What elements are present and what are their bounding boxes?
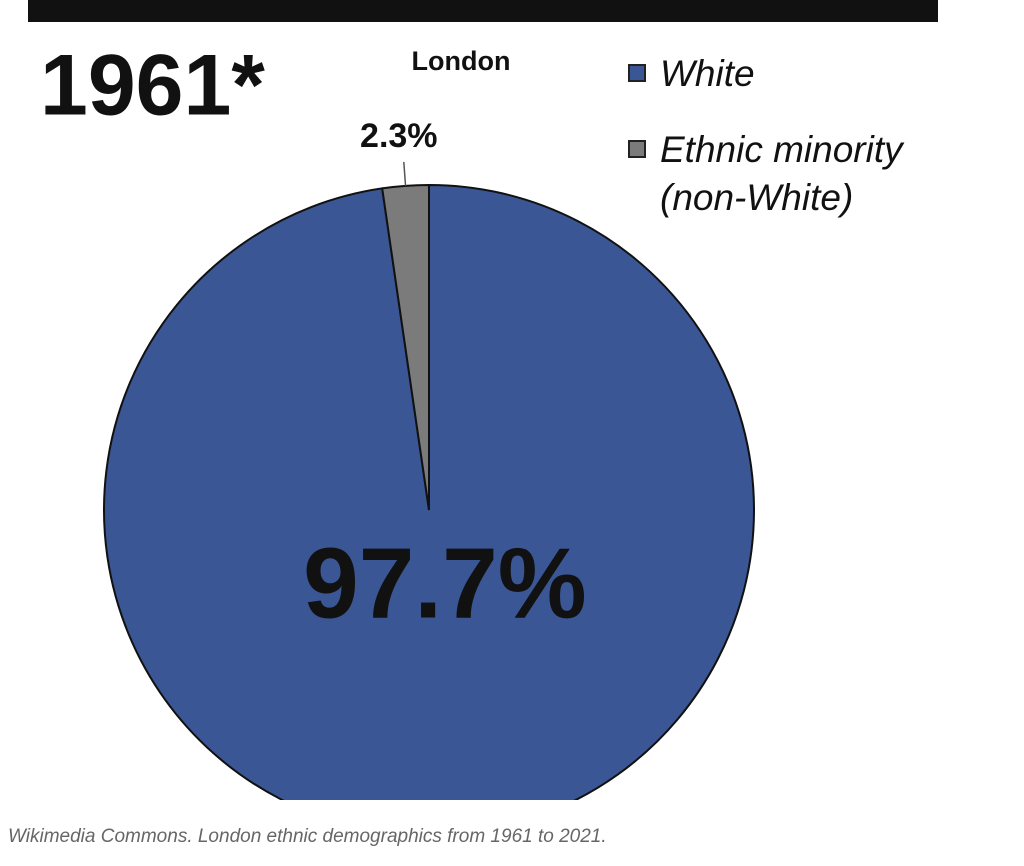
legend-swatch (628, 140, 646, 158)
value-label: 2.3% (360, 117, 438, 155)
legend-item: White (628, 50, 958, 98)
legend-label: Ethnic minority (non-White) (660, 129, 903, 218)
legend-swatch (628, 64, 646, 82)
chart-title: 1961* (40, 38, 265, 134)
legend: White Ethnic minority (non-White) (628, 50, 958, 250)
header-bar (28, 0, 938, 22)
value-labels: 97.7% 2.3% (303, 117, 587, 640)
legend-item: Ethnic minority (non-White) (628, 126, 958, 222)
pie (103, 183, 756, 800)
value-label: 97.7% (303, 527, 587, 639)
pie-slice (381, 183, 430, 511)
leader-line (403, 161, 407, 186)
chart-subtitle: London (412, 46, 511, 76)
legend-label: White (660, 53, 755, 94)
chart: 1961* London 97.7% 2.3% (28, 0, 938, 800)
caption: Wikimedia Commons. London ethnic demogra… (8, 826, 607, 847)
